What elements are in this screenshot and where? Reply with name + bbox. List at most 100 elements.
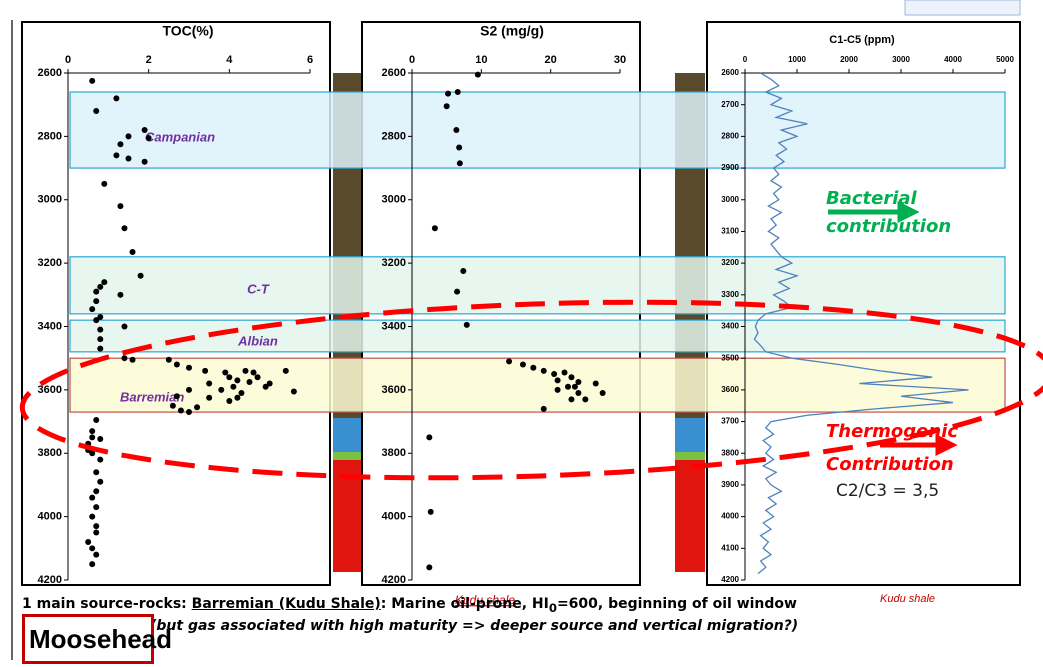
data-point [592, 380, 599, 387]
data-point [506, 358, 513, 365]
data-point [206, 380, 213, 387]
data-point [97, 336, 104, 343]
data-point [426, 434, 433, 441]
data-point [165, 356, 172, 363]
data-point [129, 356, 136, 363]
data-point [89, 306, 96, 313]
data-point [445, 90, 452, 97]
annotation: C2/C3 = 3,5 [836, 481, 939, 501]
x-tick-label: 1000 [788, 55, 806, 64]
data-point [93, 288, 100, 295]
y-tick-label: 2600 [38, 67, 62, 79]
y-tick-label: 3800 [382, 447, 406, 459]
annotation: Kudu shale [880, 593, 935, 605]
data-point [173, 393, 180, 400]
data-point [456, 144, 463, 151]
x-tick-label: 4000 [944, 55, 962, 64]
footer-text: Barremian (Kudu Shale) [191, 596, 381, 612]
panel-title: TOC(%) [162, 23, 213, 39]
data-point [426, 564, 433, 571]
data-point [460, 268, 467, 275]
arrow [880, 433, 958, 457]
data-point [453, 127, 460, 134]
data-point [218, 386, 225, 393]
annotation: contribution [826, 216, 951, 237]
data-point [202, 367, 209, 374]
data-point [93, 523, 100, 530]
data-point [93, 529, 100, 536]
panel-title: S2 (mg/g) [480, 23, 544, 39]
data-point [282, 367, 289, 374]
x-tick-label: 0 [65, 54, 71, 66]
y-tick-label: 2600 [382, 67, 406, 79]
data-point [443, 103, 450, 110]
data-point [554, 386, 561, 393]
data-point [113, 95, 120, 102]
y-tick-label: 3000 [38, 194, 62, 206]
data-point [582, 396, 589, 403]
y-tick-label: 2800 [38, 130, 62, 142]
data-point [427, 508, 434, 515]
data-point [540, 367, 547, 374]
data-point [568, 374, 575, 381]
data-point [85, 538, 92, 545]
data-point [89, 450, 96, 457]
x-tick-label: 3000 [892, 55, 910, 64]
data-point [238, 390, 245, 397]
corner-box [904, 0, 1021, 16]
data-point [101, 180, 108, 187]
data-point [97, 313, 104, 320]
x-tick-label: 10 [475, 54, 487, 66]
data-point [89, 513, 96, 520]
y-tick-label: 3100 [721, 227, 739, 236]
data-point [117, 141, 124, 148]
data-point [454, 89, 461, 96]
data-point [599, 390, 606, 397]
data-point [568, 396, 575, 403]
y-tick-label: 3600 [38, 384, 62, 396]
y-tick-label: 4200 [721, 575, 739, 584]
x-tick-label: 0 [409, 54, 415, 66]
y-tick-label: 3400 [721, 322, 739, 331]
data-point [93, 551, 100, 558]
data-point [89, 494, 96, 501]
y-tick-label: 2900 [721, 163, 739, 172]
x-tick-label: 4 [226, 54, 233, 66]
data-point [242, 367, 249, 374]
data-point [97, 478, 104, 485]
x-tick-label: 2000 [840, 55, 858, 64]
y-tick-label: 3800 [38, 447, 62, 459]
annotation: Contribution [826, 454, 954, 475]
data-point [121, 355, 128, 362]
data-point [89, 561, 96, 568]
footer-text: 0 [548, 600, 557, 615]
y-tick-label: 3800 [721, 448, 739, 457]
brand: Moosehead [22, 614, 172, 664]
y-tick-label: 3300 [721, 290, 739, 299]
data-point [93, 488, 100, 495]
x-tick-label: 30 [614, 54, 626, 66]
y-tick-label: 4000 [721, 512, 739, 521]
y-tick-label: 3700 [721, 417, 739, 426]
data-point [89, 428, 96, 435]
x-tick-label: 6 [307, 54, 313, 66]
data-point [141, 158, 148, 165]
data-point [89, 77, 96, 84]
footer-text: =600, beginning of oil window [556, 596, 797, 612]
y-tick-label: 3600 [721, 385, 739, 394]
data-point [254, 374, 261, 381]
data-point [454, 288, 461, 295]
x-tick-label: 2 [146, 54, 152, 66]
data-point [117, 291, 124, 298]
zone-band [69, 91, 1006, 169]
zone-label: Barremian [120, 389, 184, 404]
zone-label: Albian [237, 333, 278, 348]
zone-label: Campanian [145, 129, 215, 144]
data-point [97, 345, 104, 352]
data-point [250, 369, 257, 376]
data-point [234, 377, 241, 384]
data-point [93, 317, 100, 324]
